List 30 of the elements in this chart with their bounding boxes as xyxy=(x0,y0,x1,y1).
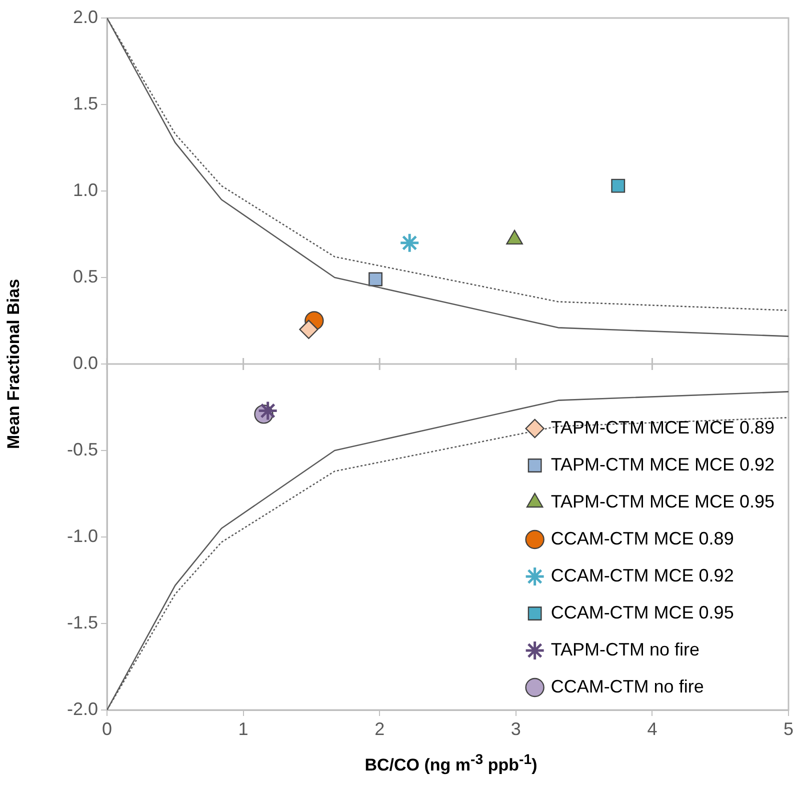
y-tick-label: -0.5 xyxy=(66,439,98,460)
x-tick-label: 0 xyxy=(102,718,112,739)
legend-label: CCAM-CTM MCE 0.95 xyxy=(550,602,734,622)
x-tick-label: 5 xyxy=(783,718,794,739)
point xyxy=(368,272,382,286)
y-tick-label: 0.5 xyxy=(72,266,98,286)
x-tick-label: 3 xyxy=(510,718,521,739)
x-axis-title: BC/CO (ng m$^{-3}$ ppb$^{-1}$) xyxy=(364,752,538,776)
y-tick-label: 1.5 xyxy=(72,93,98,114)
point xyxy=(299,320,318,339)
point xyxy=(258,400,278,421)
legend-label: CCAM-CTM no fire xyxy=(550,676,704,696)
legend-label: TAPM-CTM MCE MCE 0.95 xyxy=(550,491,775,512)
y-tick-label: -1.5 xyxy=(66,612,98,632)
point xyxy=(399,232,420,254)
y-tick-label: 2.0 xyxy=(72,6,98,27)
legend-label: CCAM-CTM MCE 0.92 xyxy=(550,565,734,586)
point xyxy=(611,178,626,193)
legend-label: TAPM-CTM MCE MCE 0.89 xyxy=(550,417,775,438)
y-tick-label: 0.0 xyxy=(72,352,98,373)
x-tick-label: 2 xyxy=(374,718,385,739)
legend-label: CCAM-CTM MCE 0.89 xyxy=(550,528,734,548)
legend-label: TAPM-CTM MCE MCE 0.92 xyxy=(550,454,775,474)
x-tick-label: 4 xyxy=(647,718,658,739)
y-tick-label: -2.0 xyxy=(66,698,98,719)
legend-label: TAPM-CTM no fire xyxy=(550,639,700,660)
y-tick-label: 1.0 xyxy=(72,180,98,200)
x-tick-label: 1 xyxy=(238,718,248,739)
y-tick-label: -1.0 xyxy=(66,526,98,546)
y-axis-title: Mean Fractional Bias xyxy=(4,278,23,450)
